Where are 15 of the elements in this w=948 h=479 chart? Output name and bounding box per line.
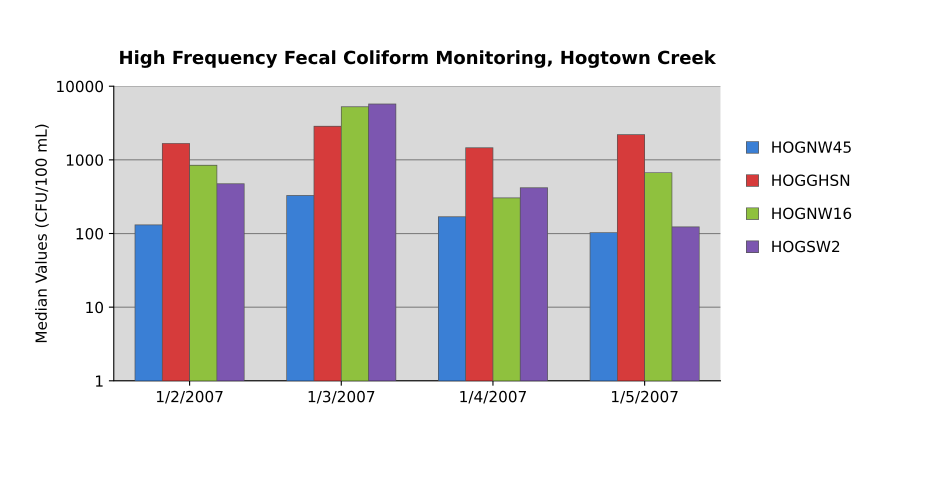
y-tick-label: 1: [96, 375, 103, 387]
legend-label: HOGSW2: [772, 240, 840, 252]
x-tick-label: 1/5/2007: [612, 390, 678, 404]
y-axis-title: Median Values (CFU/100 mL): [35, 124, 49, 342]
y-tick-label: 10: [86, 302, 104, 314]
chart-title: High Frequency Fecal Coliform Monitoring, Hogtown Creek: [120, 50, 716, 68]
y-tick-label: 10000: [57, 80, 104, 92]
legend-label: HOGNW45: [772, 141, 851, 153]
y-tick-label: 100: [76, 228, 104, 240]
x-tick-label: 1/3/2007: [308, 390, 374, 404]
y-tick-label: 1000: [66, 154, 104, 166]
legend-label: HOGGHSN: [772, 174, 850, 186]
x-tick-label: 1/2/2007: [156, 390, 223, 404]
x-tick-label: 1/4/2007: [460, 390, 526, 404]
legend-label: HOGNW16: [772, 208, 852, 220]
